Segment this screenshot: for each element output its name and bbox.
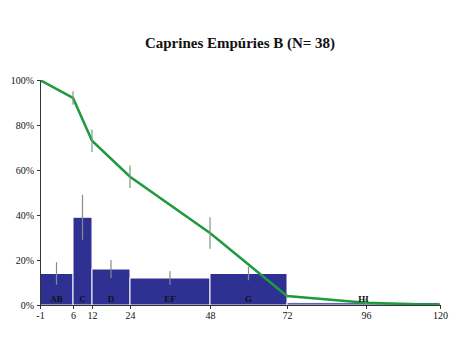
x-tick-label: 6 [71,310,76,321]
y-tick-mark [37,215,40,216]
class-label: G [245,294,252,304]
x-tick-label: 24 [126,310,136,321]
error-bar [91,130,92,153]
y-tick-label: 20% [16,255,34,266]
y-tick-label: 0% [21,300,34,311]
class-label: D [108,294,115,304]
y-tick: 20% [16,255,40,266]
x-axis: -1 6 12 24 48 72 96 120 [36,305,448,321]
x-tick: -1 [36,305,44,321]
x-tick: 120 [433,305,448,321]
error-bar [82,195,83,240]
x-tick-mark [92,305,93,309]
class-labels: AB C D EF G HI [50,294,369,304]
class-label: EF [164,294,176,304]
y-tick: 40% [16,210,40,221]
plot-area [40,80,440,305]
x-tick-label: 96 [362,310,372,321]
x-tick-mark [440,305,441,309]
x-tick-mark [287,305,288,309]
title: Caprines Empúries B (N= 38) [145,35,335,52]
y-axis-line [40,81,41,306]
x-tick-mark [73,305,74,309]
class-label: C [79,294,86,304]
x-tick-label: -1 [36,310,44,321]
error-bar [209,217,210,249]
y-tick: 60% [16,165,40,176]
error-bar [72,91,73,105]
x-tick-label: 120 [433,310,448,321]
x-tick: 24 [126,305,136,321]
x-axis-line [41,305,441,306]
y-tick-label: 100% [11,75,34,86]
x-tick: 48 [206,305,216,321]
class-label: HI [358,294,369,304]
x-tick-mark [40,305,41,309]
y-tick: 80% [16,120,40,131]
y-axis: 0% 20% 40% 60% 80% 100% [11,75,41,311]
class-label: AB [50,294,63,304]
x-tick: 12 [88,305,98,321]
y-tick-mark [37,125,40,126]
y-tick: 100% [11,75,40,86]
error-bar [110,260,111,278]
x-tick-mark [366,305,367,309]
y-tick-mark [37,170,40,171]
line [40,80,440,305]
y-tick-mark [37,260,40,261]
error-bar [56,262,57,285]
error-bar [248,267,249,281]
error-bar [169,271,170,285]
y-tick-mark [37,305,40,306]
y-tick-label: 80% [16,120,34,131]
x-tick-label: 48 [206,310,216,321]
error-bar [439,303,440,305]
error-bar [129,166,130,189]
chart: Caprines Empúries B (N= 38) AB C D EF G HI -1 6 1… [0,0,457,343]
x-tick-mark [210,305,211,309]
x-tick: 72 [283,305,293,321]
x-tick: 96 [362,305,372,321]
error-bar [286,294,287,299]
y-tick: 0% [21,300,40,311]
y-tick-label: 60% [16,165,34,176]
x-tick-label: 72 [283,310,293,321]
y-tick-label: 40% [16,210,34,221]
x-tick-mark [130,305,131,309]
x-tick: 6 [71,305,76,321]
y-tick-mark [37,80,40,81]
x-tick-label: 12 [88,310,98,321]
